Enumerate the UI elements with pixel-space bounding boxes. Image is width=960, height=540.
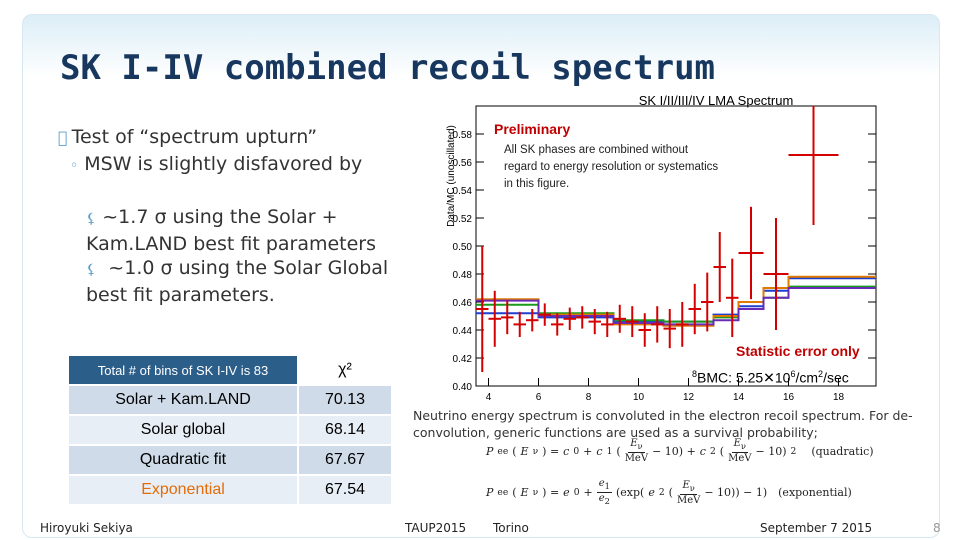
quadratic-tag: (quadratic) [811, 444, 874, 458]
y-tick-label: 0.46 [453, 298, 473, 309]
y-tick-label: 0.44 [453, 326, 473, 337]
feather-bullet-icon: ⚸ [86, 262, 97, 278]
table-row: Solar + Kam.LAND 70.13 [69, 386, 391, 414]
row-label: Quadratic fit [69, 446, 297, 474]
b8-sup: 8 [692, 369, 698, 379]
table-row: Quadratic fit 67.67 [69, 446, 391, 474]
x-tick-label: 10 [633, 392, 645, 402]
b8-unit: /cm [795, 369, 819, 386]
y-tick-label: 0.40 [453, 382, 473, 393]
table-header-row: Total # of bins of SK I-IV is 83 χ² [69, 356, 391, 384]
bullet-1-text: Test of “spectrum upturn” [62, 126, 318, 148]
bullet-2-text: MSW is slightly disfavored by [84, 153, 363, 175]
slide-title: SK I-IV combined recoil spectrum [60, 48, 716, 88]
bullet-3: ⚸ ~1.7 σ using the Solar + Kam.LAND best … [86, 205, 416, 257]
page-number: 8 [933, 521, 941, 535]
table-row: Solar global 68.14 [69, 416, 391, 444]
row-label: Solar + Kam.LAND [69, 386, 297, 414]
row-value: 70.13 [299, 386, 391, 414]
x-tick-label: 16 [783, 392, 795, 402]
footer-date: September 7 2015 [760, 521, 873, 535]
table-row: Exponential 67.54 [69, 476, 391, 504]
bullet-4-text: ~1.0 σ using the Solar Global best fit p… [86, 257, 389, 306]
y-tick-label: 0.50 [453, 242, 473, 253]
y-tick-label: 0.48 [453, 270, 473, 281]
y-tick-label: 0.52 [453, 214, 473, 225]
y-tick-label: 0.58 [453, 130, 473, 141]
bullet-1: Test of “spectrum upturn” [58, 125, 418, 150]
deconvolution-description: Neutrino energy spectrum is convoluted i… [413, 408, 913, 440]
b8-flux-label: 8BMC: 5.25✕106/cm2/sec [692, 369, 849, 387]
exponential-tag: (exponential) [778, 486, 852, 499]
bullet-2: ◦ MSW is slightly disfavored by [70, 152, 410, 179]
row-label: Solar global [69, 416, 297, 444]
spectrum-chart: 0.40 0.42 0.44 0.46 0.48 0.50 0.52 0.54 0.56 0.58… [446, 93, 877, 402]
table-header-chi: χ² [299, 356, 391, 384]
row-value: 67.67 [299, 446, 391, 474]
series-line-0 [476, 277, 876, 323]
row-value: 68.14 [299, 416, 391, 444]
b8-exp: 6 [790, 369, 796, 379]
b8-exp2: 2 [818, 369, 824, 379]
y-tick-label: 0.42 [453, 354, 473, 365]
plot-frame [475, 105, 877, 387]
chart-title: SK I/II/III/IV LMA Spectrum [639, 93, 794, 108]
footer-conference: TAUP2015 [405, 521, 467, 535]
bullet-4: ⚸ ~1.0 σ using the Solar Global best fit… [86, 256, 416, 308]
x-tick-label: 6 [536, 392, 542, 402]
y-tick-label: 0.54 [453, 186, 473, 197]
footer-city: Torino [493, 521, 529, 535]
row-value: 67.54 [299, 476, 391, 504]
b8-text: BMC: 5.25✕10 [697, 369, 791, 386]
bullet-3-text: ~1.7 σ using the Solar + Kam.LAND best f… [86, 206, 377, 255]
footer-author: Hiroyuki Sekiya [40, 521, 133, 535]
x-tick-label: 18 [833, 392, 845, 402]
feather-bullet-icon: ⚸ [86, 211, 97, 227]
x-tick-label: 12 [683, 392, 695, 402]
x-tick-label: 14 [733, 392, 745, 402]
figure-note: All SK phases are combined without regar… [504, 144, 719, 190]
bullet-glyph-icon:  [58, 128, 68, 147]
chi-square-table: Total # of bins of SK I-IV is 83 χ² Sola… [67, 354, 393, 506]
row-label: Exponential [69, 476, 297, 504]
stat-error-label: Statistic error only [736, 343, 860, 359]
x-tick-label: 8 [586, 392, 592, 402]
circle-bullet-icon: ◦ [70, 158, 79, 174]
x-tick-label: 4 [486, 392, 492, 402]
table-header-label: Total # of bins of SK I-IV is 83 [69, 356, 297, 384]
y-axis-label: Data/MC (unoscillated) [446, 125, 457, 227]
preliminary-label: Preliminary [494, 121, 571, 137]
b8-post: /sec [823, 369, 849, 386]
y-tick-label: 0.56 [453, 158, 473, 169]
